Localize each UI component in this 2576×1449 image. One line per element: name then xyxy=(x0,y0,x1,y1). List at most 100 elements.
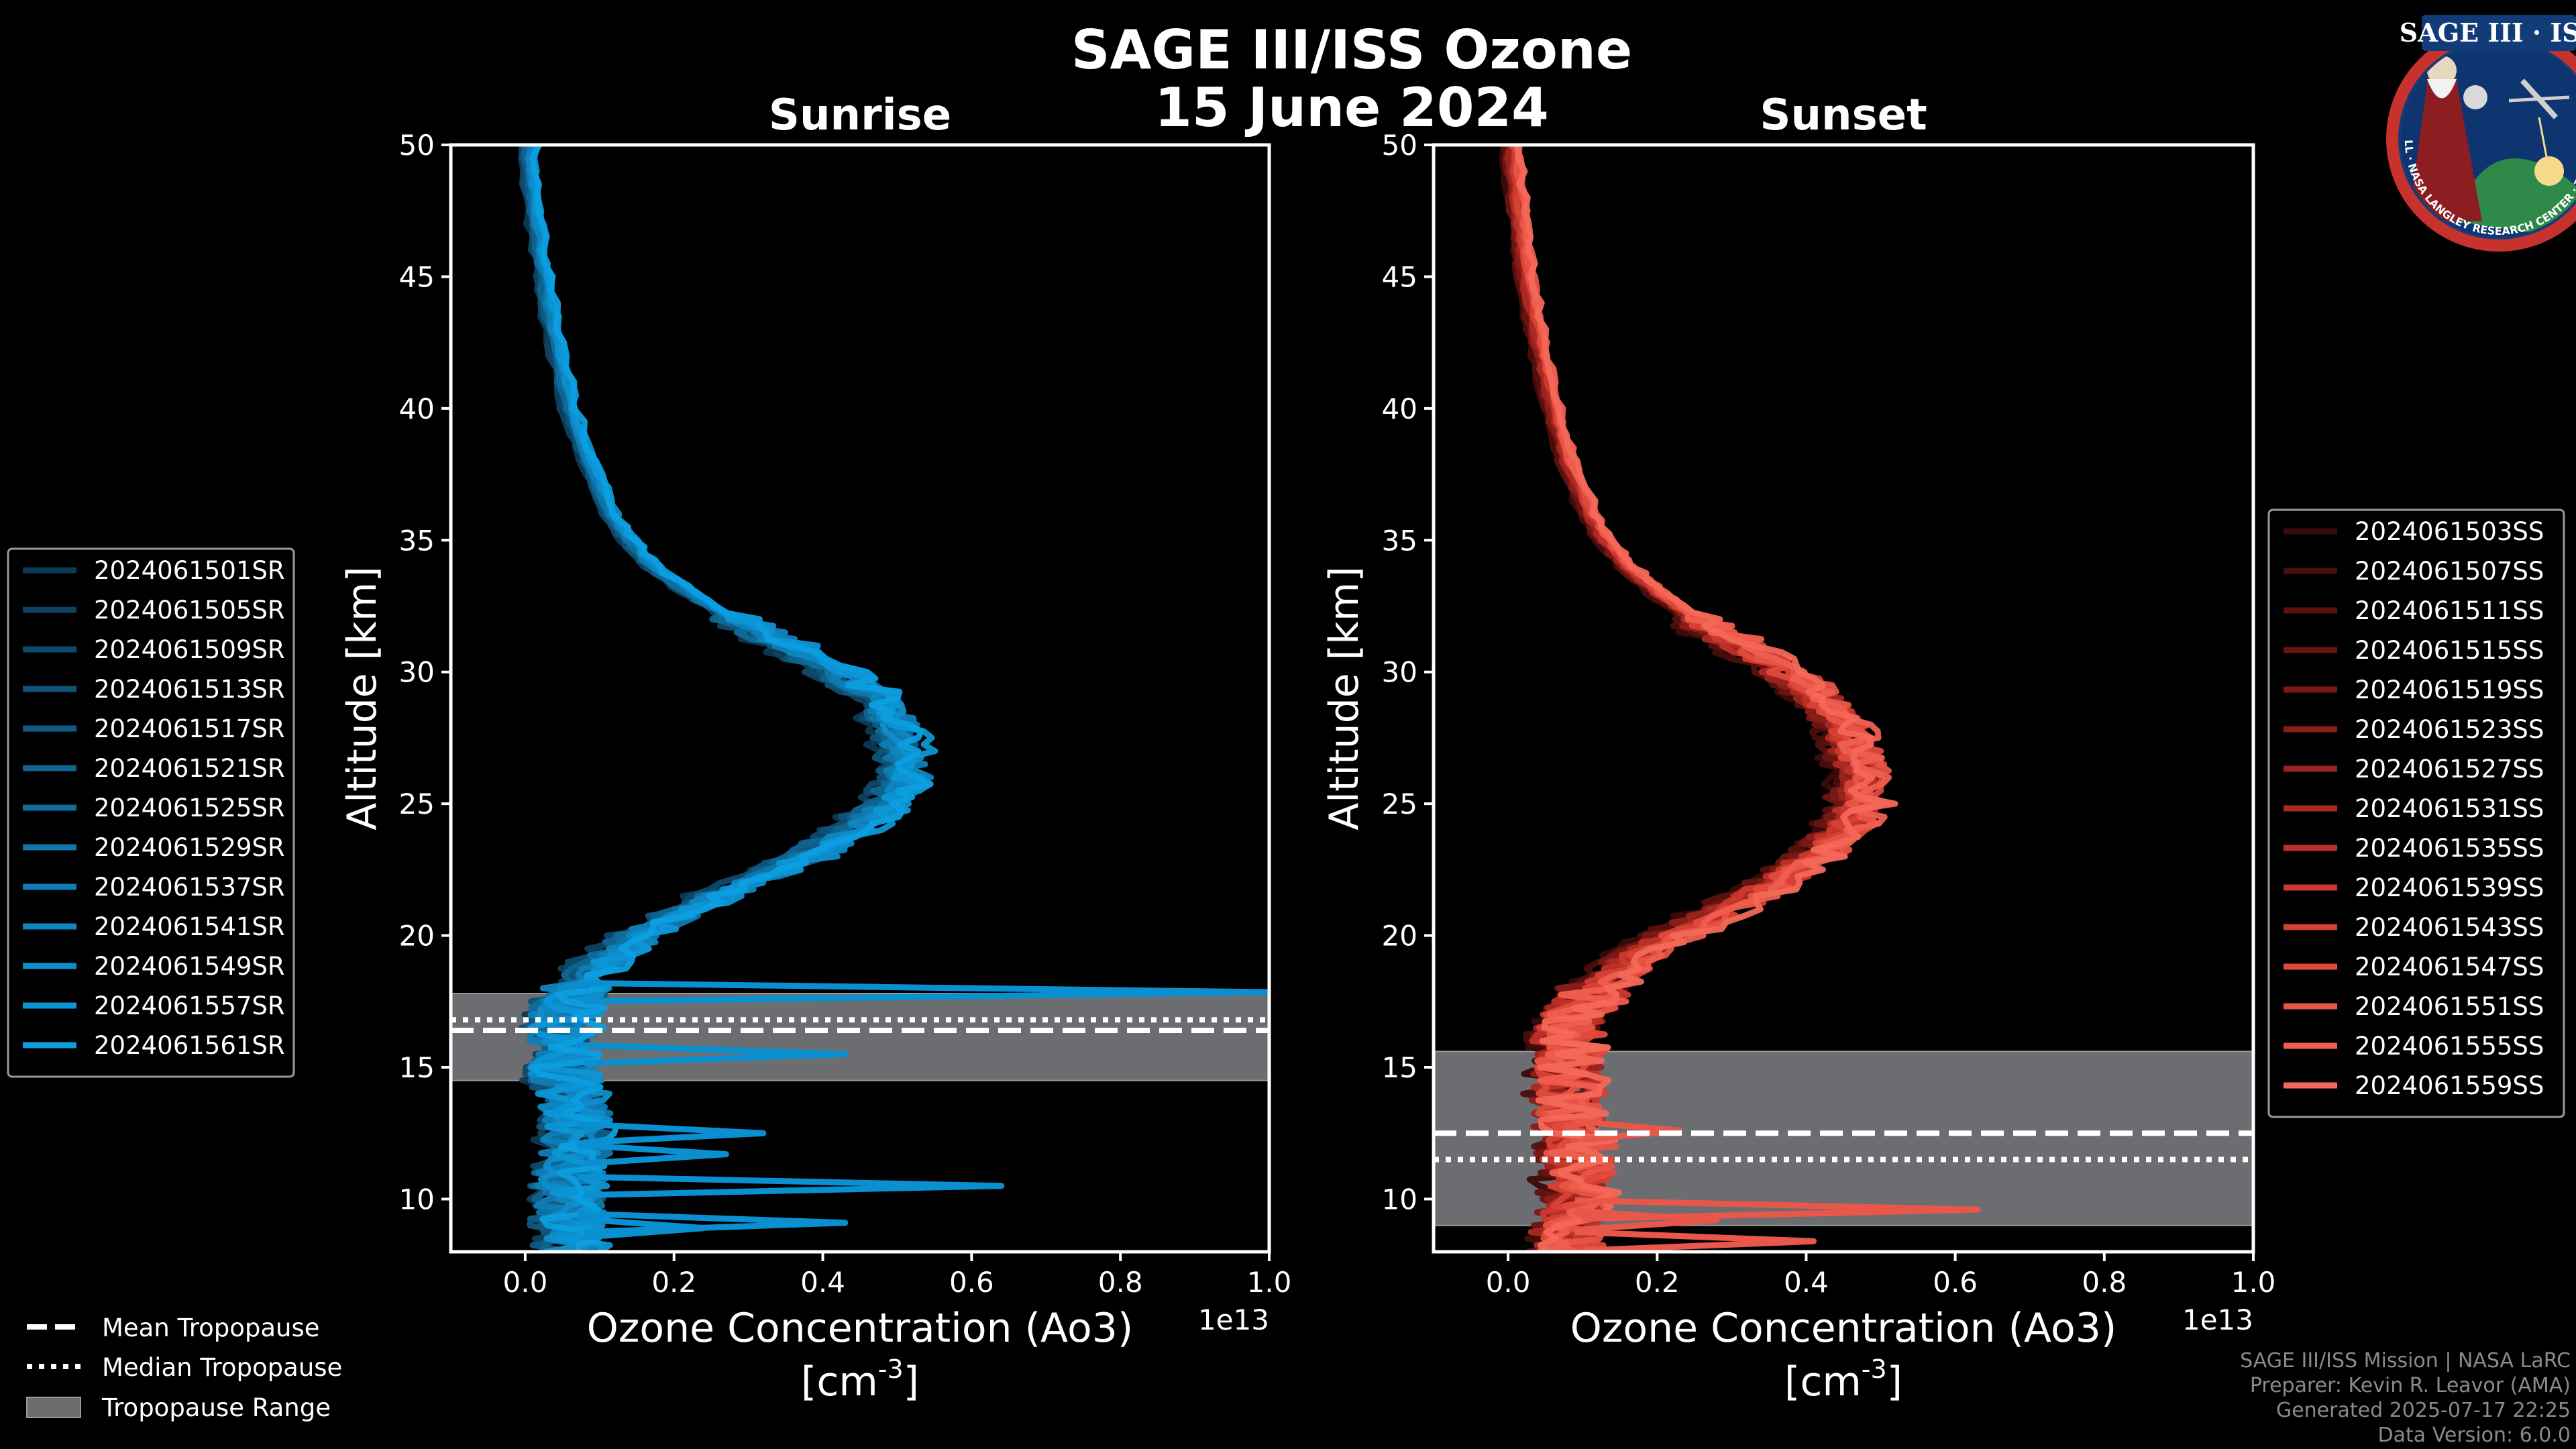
sunrise-legend-label-2024061537SR: 2024061537SR xyxy=(94,873,285,902)
sunrise-legend: 2024061501SR 2024061505SR 2024061509SR 2024… xyxy=(7,547,295,1078)
sunset-spike-1 xyxy=(1574,1229,1817,1252)
sunset-unit-exp: -3 xyxy=(1862,1354,1887,1384)
sunrise-plot-frame xyxy=(449,143,1271,1254)
sunrise-profile-2024061561SR xyxy=(529,145,934,1252)
sunset-ytick-label-30: 30 xyxy=(1382,656,1417,689)
sunset-legend-label-2024061543SS: 2024061543SS xyxy=(2355,913,2544,942)
sunrise-ticks: 10 15 20 25 30 35 40 45 50 0.0 0.2 0.4 0.6 0.8 1.0 xyxy=(399,129,1292,1299)
sunset-ytick-label-40: 40 xyxy=(1382,392,1417,425)
sunset-profile-2024061559SS xyxy=(1515,145,1898,1252)
tropopause-range-swatch xyxy=(26,1397,81,1418)
sunset-legend-label-2024061559SS: 2024061559SS xyxy=(2355,1071,2544,1100)
sunset-ytick-label-15: 15 xyxy=(1382,1051,1417,1084)
sunset-spike-0 xyxy=(1574,1197,1981,1222)
sunset-legend-label-2024061503SS: 2024061503SS xyxy=(2355,517,2544,546)
sunset-offset-label: 1e13 xyxy=(2182,1303,2253,1336)
sunrise-spike-3 xyxy=(577,1120,767,1146)
credits: SAGE III/ISS Mission | NASA LaRC Prepare… xyxy=(2240,1349,2571,1447)
sunrise-plot-area xyxy=(451,145,1269,1252)
sunset-panel: Sunset 10 15 20 25 30 35 40 45 50 0.0 0.2 0.4 0.6 0.8… xyxy=(1321,91,2275,1405)
sunrise-legend-label-2024061561SR: 2024061561SR xyxy=(94,1031,285,1060)
sunrise-legend-label-2024061541SR: 2024061541SR xyxy=(94,912,285,941)
sunrise-ytick-label-30: 30 xyxy=(399,656,435,689)
sunrise-legend-label-2024061505SR: 2024061505SR xyxy=(94,596,285,625)
sunrise-offset-label: 1e13 xyxy=(1198,1303,1269,1336)
sunrise-legend-label-2024061521SR: 2024061521SR xyxy=(94,754,285,783)
sunrise-ytick-label-50: 50 xyxy=(399,129,435,162)
sunset-legend-label-2024061523SS: 2024061523SS xyxy=(2355,715,2544,744)
sunrise-x-axis-label: Ozone Concentration (Ao3) xyxy=(587,1305,1134,1352)
sunset-x-axis-unit: [cm-3] xyxy=(1784,1354,1902,1405)
sunrise-xtick-label-2: 0.4 xyxy=(800,1266,845,1299)
sunset-ytick-label-50: 50 xyxy=(1382,129,1417,162)
sunrise-panel: Sunrise 10 15 20 25 30 35 40 45 50 0.0 0.2 0.4 0.6 0.… xyxy=(339,91,1291,1405)
sunset-ytick-label-35: 35 xyxy=(1382,524,1417,557)
sunrise-unit-close: ] xyxy=(904,1358,919,1405)
sunrise-legend-label-2024061525SR: 2024061525SR xyxy=(94,794,285,822)
mean-tropopause-label: Mean Tropopause xyxy=(102,1313,320,1342)
sunset-spike-3 xyxy=(1574,1208,1720,1233)
sunset-legend: 2024061503SS 2024061507SS 2024061511SS 2024… xyxy=(2267,508,2565,1118)
sunrise-legend-frame xyxy=(7,547,295,1078)
sunrise-spike-2 xyxy=(577,1173,1005,1199)
sunrise-ytick-label-25: 25 xyxy=(399,788,435,820)
sunrise-legend-label-2024061501SR: 2024061501SR xyxy=(94,556,285,585)
sunrise-legend-label-2024061529SR: 2024061529SR xyxy=(94,833,285,862)
logo-title: SAGE III · ISS xyxy=(2400,17,2576,48)
sunrise-ytick-label-45: 45 xyxy=(399,260,435,293)
sunrise-spike-5 xyxy=(577,1142,729,1167)
sunset-plot-area xyxy=(1434,145,2253,1252)
sunset-xtick-label-5: 1.0 xyxy=(2231,1266,2276,1299)
sunset-x-axis-label: Ozone Concentration (Ao3) xyxy=(1570,1305,2117,1352)
figure-title: SAGE III/ISS Ozone xyxy=(1071,19,1632,81)
sunset-legend-label-2024061535SS: 2024061535SS xyxy=(2355,834,2544,863)
sunrise-unit-base: [cm xyxy=(801,1358,878,1405)
sunset-legend-frame xyxy=(2267,508,2565,1118)
sunset-xtick-label-3: 0.6 xyxy=(1933,1266,1978,1299)
sunset-legend-label-2024061507SS: 2024061507SS xyxy=(2355,557,2544,586)
sunset-panel-title: Sunset xyxy=(1760,91,1927,140)
median-tropopause-label: Median Tropopause xyxy=(102,1353,342,1382)
sunrise-legend-label-2024061517SR: 2024061517SR xyxy=(94,714,285,743)
sunrise-ytick-label-35: 35 xyxy=(399,524,435,557)
credit-generated: Generated 2025-07-17 22:25 xyxy=(2276,1399,2571,1422)
sunrise-ytick-label-10: 10 xyxy=(399,1183,435,1216)
sunset-xtick-label-4: 0.8 xyxy=(2082,1266,2127,1299)
sunrise-legend-label-2024061549SR: 2024061549SR xyxy=(94,952,285,981)
credit-data-version: Data Version: 6.0.0 xyxy=(2378,1424,2571,1447)
credit-mission: SAGE III/ISS Mission | NASA LaRC xyxy=(2240,1349,2571,1373)
sunrise-xtick-label-5: 1.0 xyxy=(1247,1266,1292,1299)
sunset-legend-label-2024061555SS: 2024061555SS xyxy=(2355,1032,2544,1061)
sunset-legend-label-2024061551SS: 2024061551SS xyxy=(2355,992,2544,1021)
tropopause-legend: Mean Tropopause Median Tropopause Tropop… xyxy=(26,1313,342,1422)
sunrise-xtick-label-1: 0.2 xyxy=(651,1266,696,1299)
sunset-legend-label-2024061531SS: 2024061531SS xyxy=(2355,794,2544,823)
sunrise-ytick-label-40: 40 xyxy=(399,392,435,425)
sunrise-spike-6 xyxy=(577,1216,707,1240)
sunset-ytick-label-20: 20 xyxy=(1382,920,1417,953)
sunrise-xtick-label-0: 0.0 xyxy=(503,1266,548,1299)
sunset-ticks: 10 15 20 25 30 35 40 45 50 0.0 0.2 0.4 0.6 0.8 1.0 xyxy=(1382,129,2276,1299)
sunset-xtick-label-1: 0.2 xyxy=(1635,1266,1680,1299)
sunrise-spike-0 xyxy=(577,979,1269,1005)
sunrise-xtick-label-4: 0.8 xyxy=(1098,1266,1143,1299)
sunrise-legend-label-2024061557SR: 2024061557SR xyxy=(94,991,285,1020)
sunrise-xtick-label-3: 0.6 xyxy=(949,1266,994,1299)
sunrise-x-axis-unit: [cm-3] xyxy=(801,1354,919,1405)
sunset-legend-label-2024061511SS: 2024061511SS xyxy=(2355,596,2544,625)
sunset-plot-frame xyxy=(1432,143,2255,1254)
figure-date: 15 June 2024 xyxy=(1155,76,1549,139)
sunrise-y-axis-label: Altitude [km] xyxy=(339,566,386,830)
sunset-ytick-label-10: 10 xyxy=(1382,1183,1417,1216)
sunrise-panel-title: Sunrise xyxy=(769,91,951,140)
sunset-unit-close: ] xyxy=(1887,1358,1902,1405)
credit-preparer: Preparer: Kevin R. Leavor (AMA) xyxy=(2250,1374,2571,1397)
logo-banner xyxy=(2422,15,2576,51)
sunset-y-axis-label: Altitude [km] xyxy=(1321,566,1368,830)
sunset-legend-label-2024061539SS: 2024061539SS xyxy=(2355,873,2544,902)
sunset-legend-label-2024061515SS: 2024061515SS xyxy=(2355,636,2544,665)
sunrise-ytick-label-20: 20 xyxy=(399,920,435,953)
sunset-ytick-label-25: 25 xyxy=(1382,788,1417,820)
sunset-legend-label-2024061527SS: 2024061527SS xyxy=(2355,755,2544,784)
